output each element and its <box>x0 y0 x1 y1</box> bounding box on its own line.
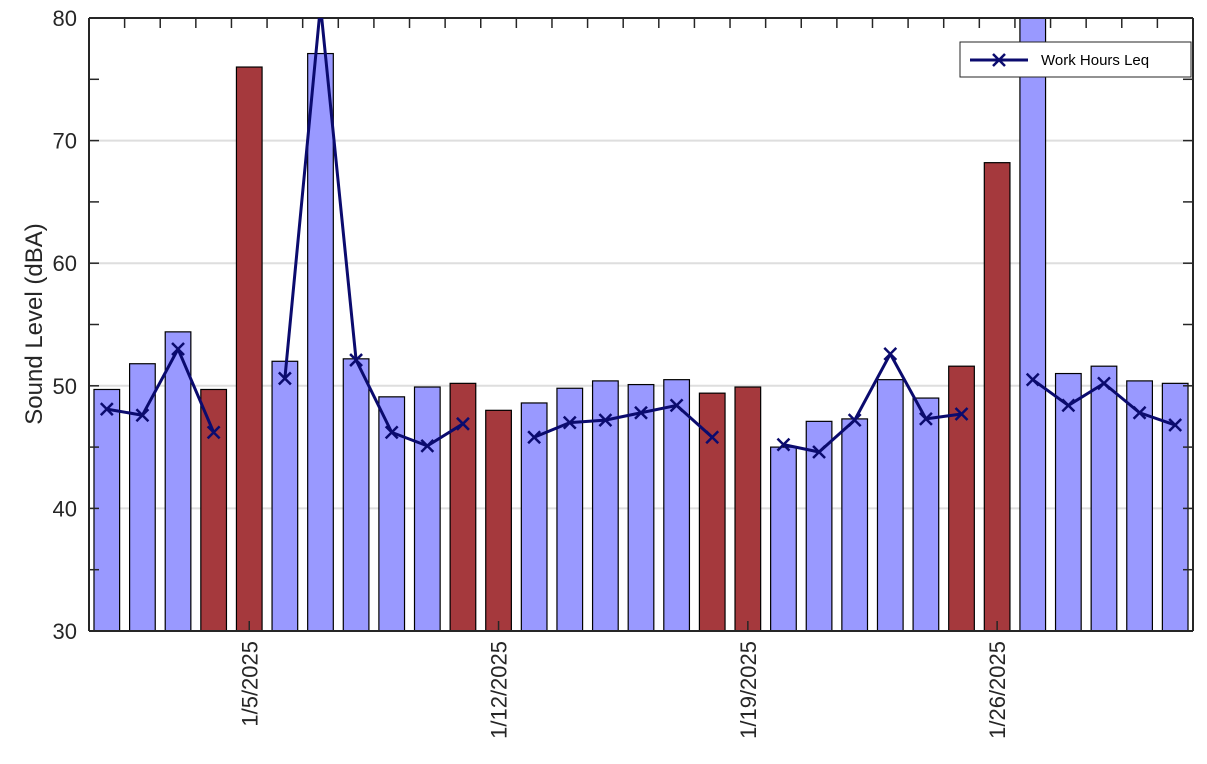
bar <box>770 446 797 631</box>
legend-marker-swatch <box>992 53 1006 67</box>
series-line <box>283 18 464 448</box>
bar <box>734 386 762 631</box>
series-marker <box>669 398 684 413</box>
bar <box>1054 372 1082 631</box>
y-axis-label: Sound Level (dBA) <box>21 223 48 424</box>
series-marker <box>705 430 720 445</box>
series-marker <box>1132 405 1147 420</box>
series-marker <box>527 430 542 445</box>
x-tick-label: 1/19/2025 <box>736 641 761 739</box>
bar <box>983 162 1011 631</box>
x-tick-label: 1/12/2025 <box>487 641 512 739</box>
y-tick-label: 30 <box>53 619 77 644</box>
bar <box>413 386 441 631</box>
series-marker <box>384 425 399 440</box>
bar <box>663 379 691 631</box>
series-marker <box>954 407 969 421</box>
bar <box>698 392 726 631</box>
series-marker <box>1168 418 1183 432</box>
bar <box>271 360 299 631</box>
series-marker <box>314 0 326 12</box>
bar <box>128 363 156 631</box>
legend-label: Work Hours Leq <box>1041 52 1149 69</box>
bar-series <box>93 18 1189 631</box>
bar <box>1090 365 1118 631</box>
series-line <box>106 347 216 433</box>
bar <box>520 402 548 631</box>
y-tick-label: 80 <box>53 6 77 31</box>
bar <box>342 358 370 631</box>
bar <box>307 52 334 631</box>
bar <box>1126 380 1154 631</box>
bar <box>449 382 477 631</box>
bar <box>805 420 833 631</box>
bar <box>556 387 584 631</box>
x-tick-label: 1/26/2025 <box>985 641 1010 739</box>
bar <box>627 383 655 631</box>
series-marker <box>562 415 577 430</box>
series-marker <box>171 342 185 356</box>
y-tick-label: 50 <box>53 374 77 399</box>
axes <box>88 17 1194 632</box>
bar <box>841 418 869 631</box>
legend: Work Hours Leq <box>959 41 1192 78</box>
bar <box>235 66 263 631</box>
x-tick-label: 1/5/2025 <box>237 641 262 727</box>
bar <box>948 365 975 631</box>
series-marker <box>634 405 648 420</box>
y-tick-label: 70 <box>53 129 77 154</box>
series-marker <box>349 353 363 367</box>
series-marker <box>135 408 150 423</box>
series-marker <box>847 413 862 428</box>
bar <box>876 379 904 631</box>
bar <box>1019 18 1047 631</box>
series-marker <box>206 425 221 440</box>
series-marker <box>1097 376 1111 391</box>
x-tick-labels: 1/5/2025 1/12/2025 1/19/2025 1/26/2025 <box>237 641 1010 739</box>
bar <box>485 409 512 631</box>
series-marker <box>883 347 898 361</box>
series-marker <box>420 438 435 453</box>
bar <box>93 388 121 631</box>
series-marker <box>776 437 791 452</box>
bar <box>200 388 228 631</box>
series-marker <box>919 412 933 426</box>
series-marker <box>812 445 826 459</box>
bar <box>912 397 940 631</box>
series-marker <box>99 402 114 416</box>
series-marker <box>277 371 292 386</box>
series-marker <box>456 416 470 431</box>
series-marker <box>598 413 613 428</box>
y-tick-label: 60 <box>53 251 77 276</box>
y-tick-labels: 30 40 50 60 70 80 <box>53 6 77 644</box>
series-marker <box>1061 398 1076 413</box>
bar <box>164 331 192 631</box>
series-marker <box>1025 372 1040 387</box>
bar <box>591 380 619 631</box>
series-line <box>783 352 962 454</box>
line-series <box>99 0 1183 459</box>
y-tick-label: 40 <box>53 496 77 521</box>
